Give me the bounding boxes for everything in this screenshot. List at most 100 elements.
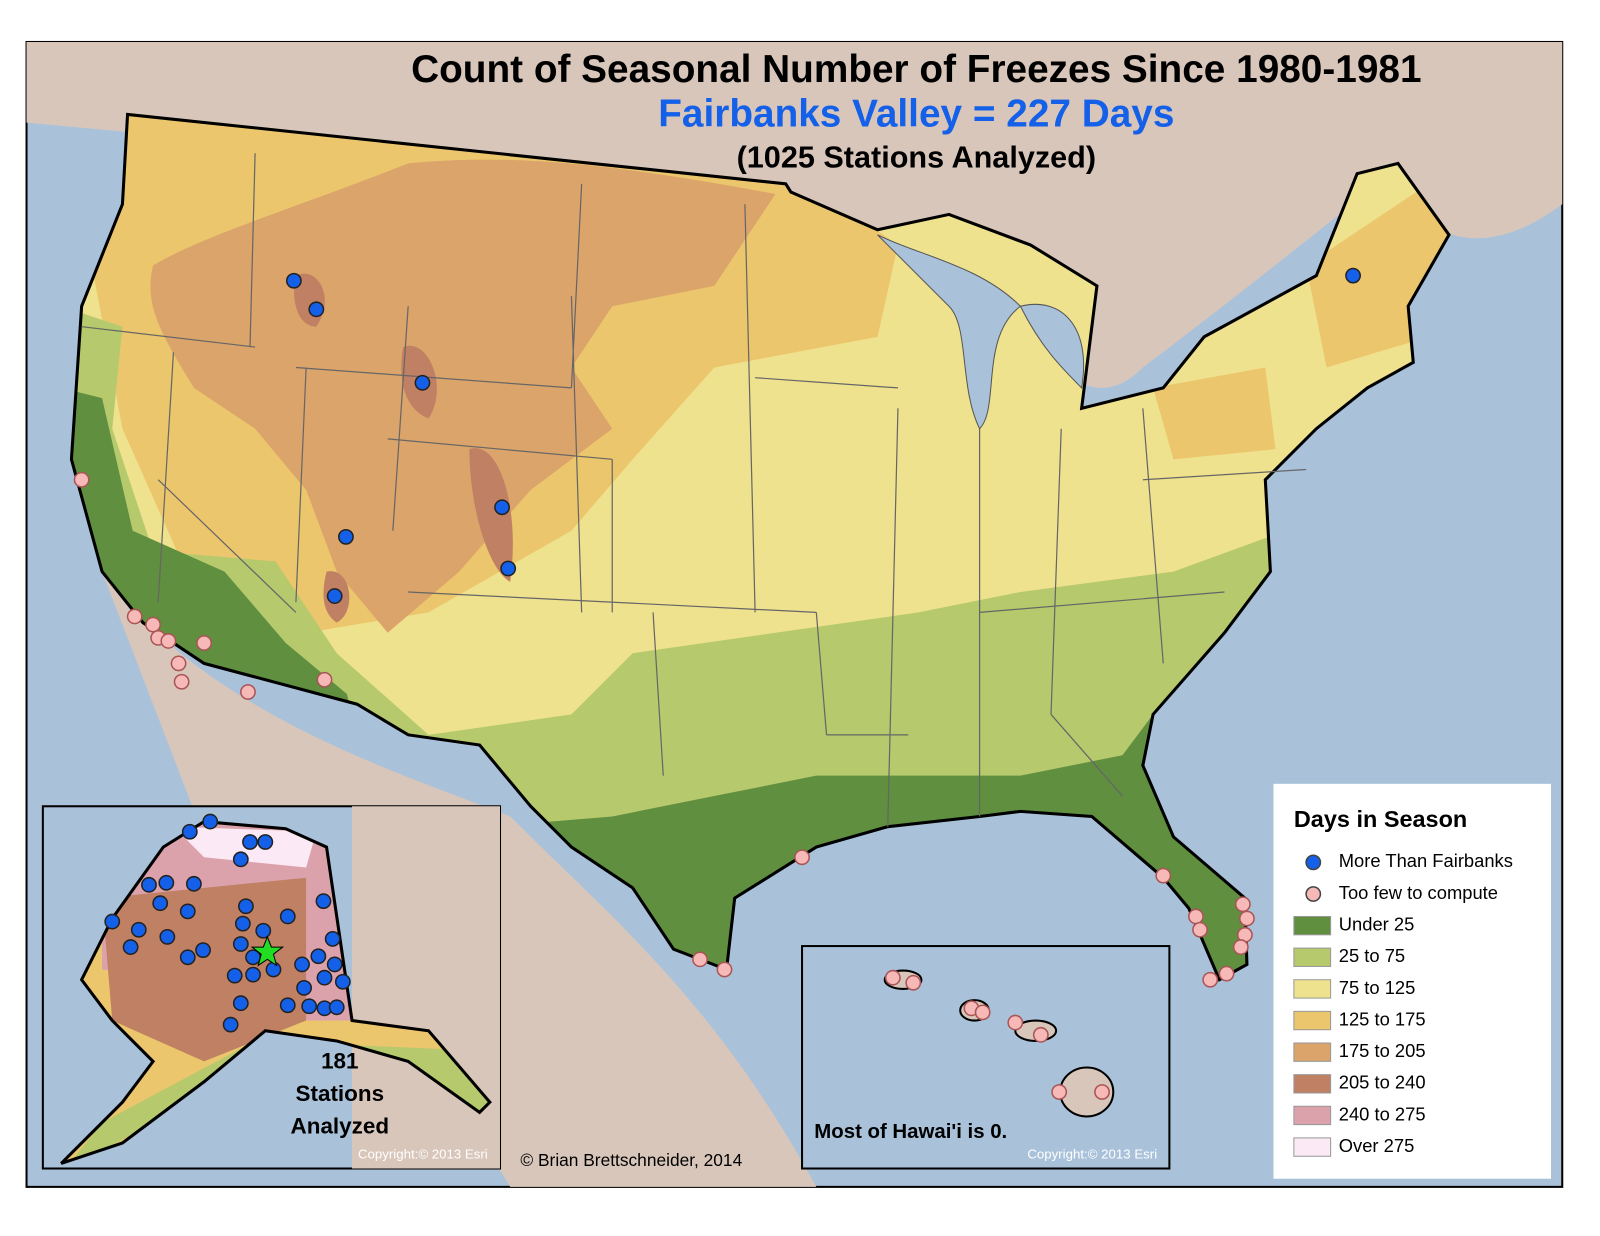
legend-swatch <box>1293 1042 1332 1062</box>
station-too-few <box>1094 1084 1110 1100</box>
canada-land <box>26 41 1563 388</box>
copyright: Copyright:© 2013 Esri <box>358 1147 488 1162</box>
station-too-few <box>905 974 922 991</box>
station-too-few <box>1234 896 1251 913</box>
station-more-than-fairbanks <box>279 908 296 925</box>
station-more-than-fairbanks <box>238 898 254 915</box>
legend-swatch <box>1293 1105 1332 1126</box>
station-too-few <box>1007 1014 1024 1031</box>
station-more-than-fairbanks <box>414 374 431 391</box>
station-too-few <box>1032 1026 1049 1043</box>
station-more-than-fairbanks <box>232 936 249 952</box>
station-more-than-fairbanks <box>326 956 343 973</box>
stations-note: (1025 Stations Analyzed) <box>737 140 1096 174</box>
freeze-zone <box>469 448 513 582</box>
station-too-few <box>692 951 708 968</box>
station-too-few <box>794 849 810 866</box>
legend-label: 125 to 175 <box>1339 1008 1426 1029</box>
station-more-than-fairbanks <box>279 997 296 1014</box>
legend-title: Days in Season <box>1294 806 1467 832</box>
station-more-than-fairbanks <box>255 922 272 939</box>
station-more-than-fairbanks <box>159 928 176 945</box>
station-more-than-fairbanks <box>152 895 169 912</box>
station-more-than-fairbanks <box>232 851 249 868</box>
station-more-than-fairbanks <box>308 301 325 318</box>
station-more-than-fairbanks <box>285 272 302 289</box>
station-too-few <box>160 633 177 649</box>
station-more-than-fairbanks <box>326 588 343 604</box>
station-more-than-fairbanks <box>294 956 310 973</box>
hawaii-note: Most of Hawai'i is 0. <box>814 1121 1007 1143</box>
station-more-than-fairbanks <box>185 875 202 892</box>
credit: © Brian Brettschneider, 2014 <box>520 1150 742 1170</box>
station-more-than-fairbanks <box>179 949 196 966</box>
alaska-label: Stations <box>296 1081 385 1106</box>
station-more-than-fairbanks <box>226 967 243 984</box>
station-more-than-fairbanks <box>181 823 198 840</box>
legend-label: 175 to 205 <box>1339 1040 1426 1061</box>
station-more-than-fairbanks <box>500 560 517 577</box>
station-more-than-fairbanks <box>257 834 274 850</box>
station-more-than-fairbanks <box>316 969 333 986</box>
alaska-label: 181 <box>321 1048 358 1073</box>
station-more-than-fairbanks <box>158 874 175 891</box>
station-too-few <box>1239 910 1255 927</box>
station-more-than-fairbanks <box>232 995 249 1012</box>
station-too-few <box>974 1004 991 1021</box>
legend-symbol <box>1305 886 1322 902</box>
station-more-than-fairbanks <box>296 979 312 996</box>
station-more-than-fairbanks <box>328 999 345 1016</box>
station-more-than-fairbanks <box>310 948 327 965</box>
station-more-than-fairbanks <box>104 913 121 930</box>
freeze-zone <box>1153 367 1276 460</box>
copyright: Copyright:© 2013 Esri <box>1027 1147 1157 1162</box>
station-too-few <box>73 471 90 488</box>
station-more-than-fairbanks <box>245 966 261 983</box>
station-more-than-fairbanks <box>301 998 318 1015</box>
legend-label: 240 to 275 <box>1339 1103 1426 1124</box>
freeze-zone <box>102 877 307 1062</box>
station-too-few <box>316 671 333 688</box>
station-too-few <box>196 635 212 651</box>
legend-swatch <box>1293 915 1332 936</box>
legend-label: 205 to 240 <box>1339 1072 1426 1093</box>
legend-swatch <box>1293 1074 1332 1094</box>
station-more-than-fairbanks <box>234 915 251 932</box>
station-too-few <box>1218 965 1235 982</box>
legend: Days in Season More Than Fairbanks Too fe… <box>1273 783 1552 1179</box>
station-too-few <box>240 684 256 700</box>
station-more-than-fairbanks <box>324 931 341 947</box>
legend-symbol <box>1305 854 1322 871</box>
station-more-than-fairbanks <box>195 942 211 959</box>
station-more-than-fairbanks <box>179 903 196 920</box>
station-too-few <box>1192 921 1208 938</box>
station-too-few <box>884 969 901 986</box>
station-more-than-fairbanks <box>265 961 282 978</box>
legend-swatch <box>1293 1010 1332 1031</box>
great-lakes <box>877 234 1085 430</box>
station-more-than-fairbanks <box>202 813 219 830</box>
station-more-than-fairbanks <box>242 834 258 850</box>
legend-label: 75 to 125 <box>1339 977 1416 998</box>
fairbanks-star <box>250 935 285 967</box>
legend-label: Under 25 <box>1339 913 1415 934</box>
station-more-than-fairbanks <box>222 1016 239 1033</box>
freeze-zone <box>71 387 358 735</box>
legend-label: More Than Fairbanks <box>1339 850 1513 871</box>
station-too-few <box>1051 1084 1068 1100</box>
station-more-than-fairbanks <box>338 528 354 545</box>
legend-label: Over 275 <box>1339 1135 1415 1156</box>
station-more-than-fairbanks <box>122 939 139 955</box>
station-more-than-fairbanks <box>141 876 157 893</box>
subtitle: Fairbanks Valley = 227 Days <box>658 93 1174 136</box>
station-more-than-fairbanks <box>334 973 351 990</box>
station-too-few <box>1155 867 1172 884</box>
legend-label: 25 to 75 <box>1339 945 1405 966</box>
station-too-few <box>1232 939 1249 955</box>
alaska-outline <box>60 820 492 1165</box>
station-too-few <box>126 608 143 625</box>
station-more-than-fairbanks <box>130 921 147 938</box>
station-more-than-fairbanks <box>315 893 332 910</box>
title: Count of Seasonal Number of Freezes Sinc… <box>411 48 1421 91</box>
